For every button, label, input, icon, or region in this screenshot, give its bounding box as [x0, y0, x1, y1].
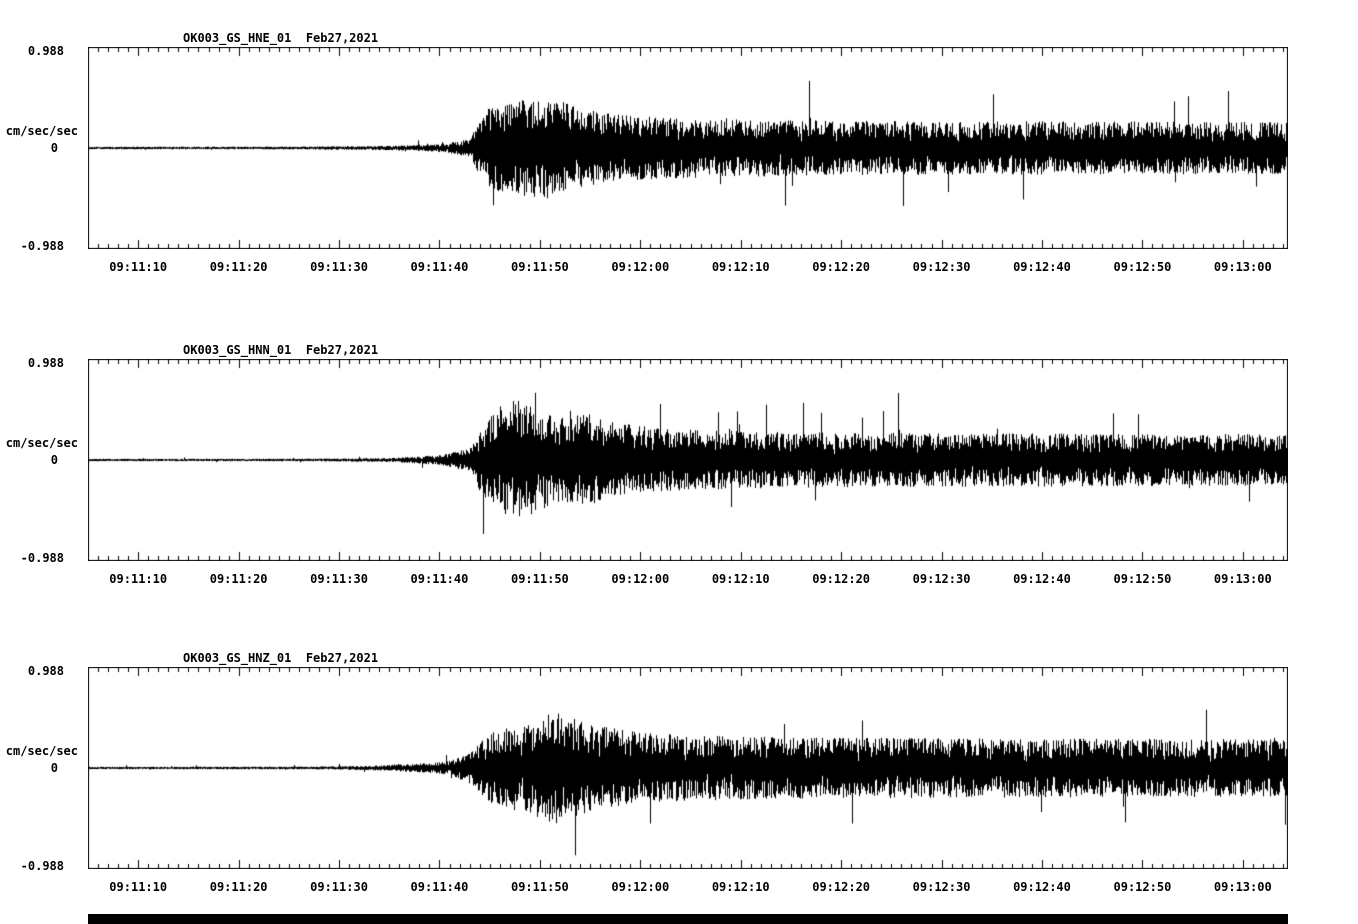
- x-tick-label: 09:12:30: [912, 260, 971, 274]
- y-axis-max-label: 0.988: [27, 44, 64, 58]
- x-tick-label: 09:11:20: [209, 572, 268, 586]
- seismogram-panel: OK003_GS_HNN_01 Feb27,2021 0.988 cm/sec/…: [0, 343, 1358, 653]
- x-tick-label: 09:12:40: [1013, 572, 1071, 586]
- x-tick-label: 09:12:10: [711, 572, 770, 586]
- x-tick-label: 09:11:10: [109, 260, 168, 274]
- x-tick-label: 09:11:40: [410, 260, 469, 274]
- x-tick-label: 09:11:30: [310, 572, 368, 586]
- x-tick-labels: 09:11:10 09:11:20 09:11:30 09:11:40 09:11:50…: [0, 572, 1358, 587]
- plot-area: [88, 359, 1288, 561]
- x-tick-label: 09:12:40: [1013, 260, 1071, 274]
- y-axis-max-label: 0.988: [27, 664, 64, 678]
- x-tick-labels: 09:11:10 09:11:20 09:11:30 09:11:40 09:11:50…: [0, 880, 1358, 895]
- x-tick-label: 09:12:30: [912, 880, 971, 894]
- x-tick-label: 09:12:10: [711, 880, 770, 894]
- y-axis-zero-label: 0: [50, 761, 58, 775]
- x-tick-label: 09:11:20: [209, 260, 268, 274]
- y-axis-min-label: -0.988: [20, 859, 64, 873]
- x-tick-label: 09:13:00: [1213, 572, 1272, 586]
- x-tick-label: 09:11:50: [510, 260, 569, 274]
- waveform-canvas: [88, 667, 1288, 869]
- x-tick-label: 09:12:00: [611, 572, 670, 586]
- x-tick-label: 09:11:40: [410, 572, 469, 586]
- x-tick-label: 09:11:30: [310, 880, 368, 894]
- waveform-canvas: [88, 47, 1288, 249]
- x-tick-label: 09:11:10: [109, 572, 168, 586]
- panel-title: OK003_GS_HNN_01 Feb27,2021: [183, 343, 379, 357]
- x-tick-label: 09:12:20: [812, 880, 871, 894]
- x-tick-label: 09:12:20: [812, 572, 871, 586]
- plot-area: [88, 667, 1288, 869]
- x-tick-label: 09:12:00: [611, 880, 670, 894]
- waveform-canvas: [88, 359, 1288, 561]
- x-tick-label: 09:11:20: [209, 880, 268, 894]
- plot-area: [88, 47, 1288, 249]
- x-tick-labels: 09:11:10 09:11:20 09:11:30 09:11:40 09:11:50…: [0, 260, 1358, 275]
- x-tick-label: 09:12:50: [1113, 572, 1172, 586]
- y-axis-zero-label: 0: [50, 141, 58, 155]
- x-tick-label: 09:13:00: [1213, 260, 1272, 274]
- x-tick-label: 09:12:10: [711, 260, 770, 274]
- panel-title: OK003_GS_HNE_01 Feb27,2021: [183, 31, 379, 45]
- y-axis-unit-label: cm/sec/sec: [5, 744, 78, 758]
- y-axis-max-label: 0.988: [27, 356, 64, 370]
- seismogram-panel: OK003_GS_HNE_01 Feb27,2021 0.988 cm/sec/…: [0, 31, 1358, 341]
- x-tick-label: 09:12:50: [1113, 260, 1172, 274]
- x-tick-label: 09:11:50: [510, 880, 569, 894]
- seismogram-panel: OK003_GS_HNZ_01 Feb27,2021 0.988 cm/sec/…: [0, 651, 1358, 924]
- x-tick-label: 09:11:50: [510, 572, 569, 586]
- x-tick-label: 09:12:00: [611, 260, 670, 274]
- x-tick-label: 09:11:30: [310, 260, 368, 274]
- x-tick-label: 09:12:30: [912, 572, 971, 586]
- y-axis-unit-label: cm/sec/sec: [5, 436, 78, 450]
- x-tick-label: 09:12:50: [1113, 880, 1172, 894]
- y-axis-min-label: -0.988: [20, 239, 64, 253]
- y-axis-zero-label: 0: [50, 453, 58, 467]
- panel-title: OK003_GS_HNZ_01 Feb27,2021: [183, 651, 379, 665]
- x-tick-label: 09:12:40: [1013, 880, 1071, 894]
- y-axis-min-label: -0.988: [20, 551, 64, 565]
- x-tick-label: 09:11:10: [109, 880, 168, 894]
- y-axis-unit-label: cm/sec/sec: [5, 124, 78, 138]
- x-tick-label: 09:12:20: [812, 260, 871, 274]
- clipped-next-panel-edge: [88, 914, 1288, 924]
- x-tick-label: 09:11:40: [410, 880, 469, 894]
- x-tick-label: 09:13:00: [1213, 880, 1272, 894]
